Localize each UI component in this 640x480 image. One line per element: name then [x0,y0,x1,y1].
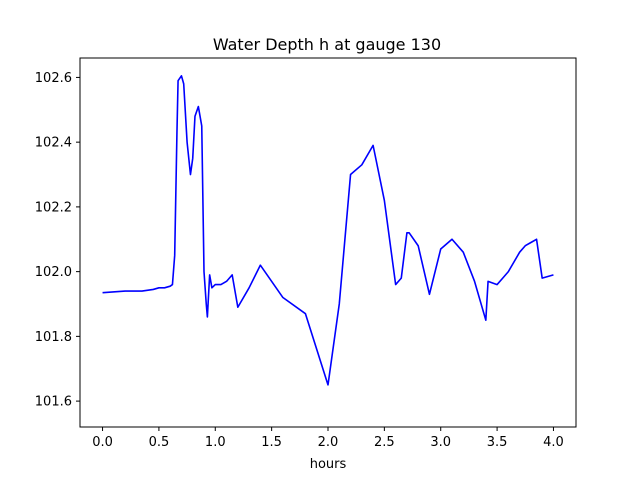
series-layer [102,75,554,386]
x-tick-label: 2.5 [374,435,395,450]
x-axis-label: hours [310,457,347,472]
x-tick-label: 2.0 [318,435,339,450]
y-tick-label: 102.6 [35,71,72,86]
x-tick-label: 4.0 [543,435,564,450]
series-line [102,75,554,386]
chart-title: Water Depth h at gauge 130 [213,35,441,54]
y-tick-label: 102.0 [35,265,72,280]
x-tick-label: 1.5 [261,435,282,450]
y-tick-label: 101.8 [35,330,72,345]
x-tick-label: 0.5 [149,435,170,450]
x-tick-label: 1.0 [205,435,226,450]
y-tick-label: 101.6 [35,395,72,410]
y-tick-label: 102.2 [35,200,72,215]
x-tick-label: 0.0 [92,435,113,450]
y-axis: 101.6 101.8 102.0 102.2 102.4 102.6 [35,71,80,410]
x-tick-label: 3.0 [430,435,451,450]
x-tick-label: 3.5 [487,435,508,450]
x-axis: 0.0 0.5 1.0 1.5 2.0 2.5 3.0 3.5 4.0 [92,427,564,450]
y-tick-label: 102.4 [35,136,72,151]
plot-frame [79,57,577,428]
